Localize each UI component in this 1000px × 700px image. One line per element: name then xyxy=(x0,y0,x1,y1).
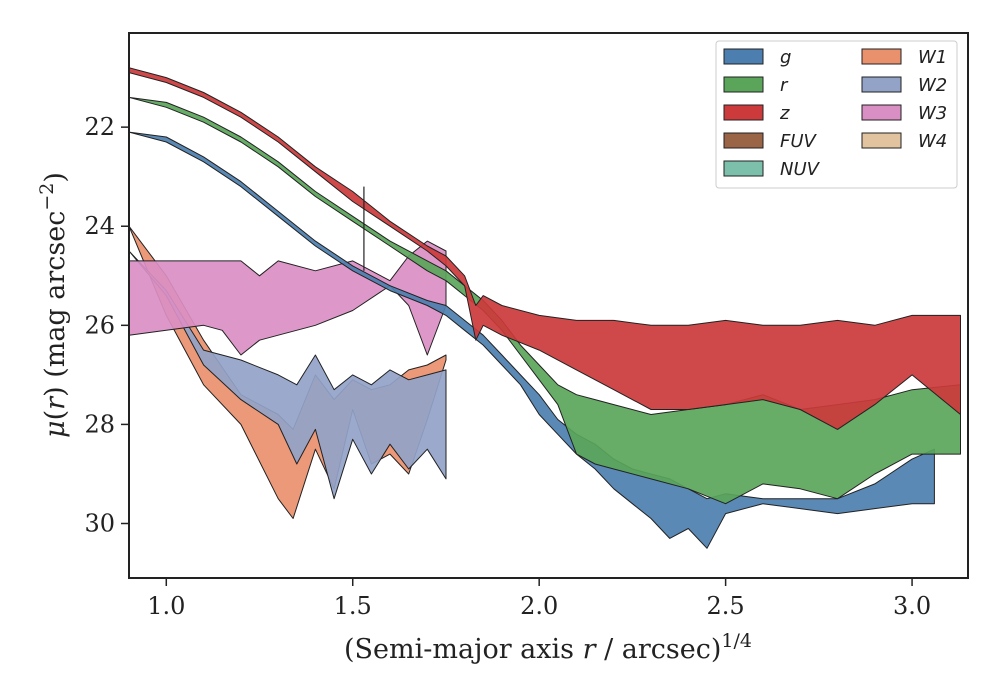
x-tick-label: 1.5 xyxy=(334,592,372,620)
y-tick-label: 30 xyxy=(84,510,115,538)
legend-label-fuv: FUV xyxy=(780,131,818,152)
legend-label-w4: W4 xyxy=(918,131,947,152)
legend-swatch-w3 xyxy=(861,104,902,121)
legend-swatch-w2 xyxy=(861,76,902,93)
y-tick-label: 22 xyxy=(84,113,115,141)
x-tick-label: 2.5 xyxy=(707,592,745,620)
series-layer xyxy=(129,67,961,549)
legend-swatch-z xyxy=(723,104,764,121)
legend-swatch-fuv xyxy=(723,132,764,149)
band-g xyxy=(129,131,935,549)
band-r xyxy=(129,96,961,505)
band-z xyxy=(129,67,961,430)
legend-label-w3: W3 xyxy=(918,103,947,124)
legend-label-w1: W1 xyxy=(918,47,947,68)
legend-swatch-nuv xyxy=(723,160,764,177)
plot-frame xyxy=(128,32,969,579)
legend-swatch-r xyxy=(723,76,764,93)
legend-swatch-w1 xyxy=(861,48,902,65)
y-axis: 22 24 26 28 30 xyxy=(84,113,129,538)
legend-label-g: g xyxy=(780,47,791,68)
x-tick-label: 3.0 xyxy=(893,592,931,620)
x-axis: 1.0 1.5 2.0 2.5 3.0 xyxy=(147,578,931,620)
legend-label-nuv: NUV xyxy=(780,159,821,180)
x-tick-label: 2.0 xyxy=(520,592,558,620)
x-tick-label: 1.0 xyxy=(147,592,185,620)
legend-label-r: r xyxy=(780,75,789,96)
legend-swatch-w4 xyxy=(861,132,902,149)
band-w2 xyxy=(129,250,447,500)
y-axis-label: μ(r) (mag arcsec−2) xyxy=(36,172,71,438)
legend-label-w2: W2 xyxy=(918,75,947,96)
y-tick-label: 28 xyxy=(84,410,115,438)
y-tick-label: 24 xyxy=(84,212,115,240)
legend-label-z: z xyxy=(779,103,790,124)
x-axis-label: (Semi-major axis r / arcsec)1/4 xyxy=(344,630,752,665)
y-tick-label: 26 xyxy=(84,311,115,339)
legend: grz FUV NUV W1 W2 W3 W4 xyxy=(715,40,958,189)
legend-swatch-g xyxy=(723,48,764,65)
